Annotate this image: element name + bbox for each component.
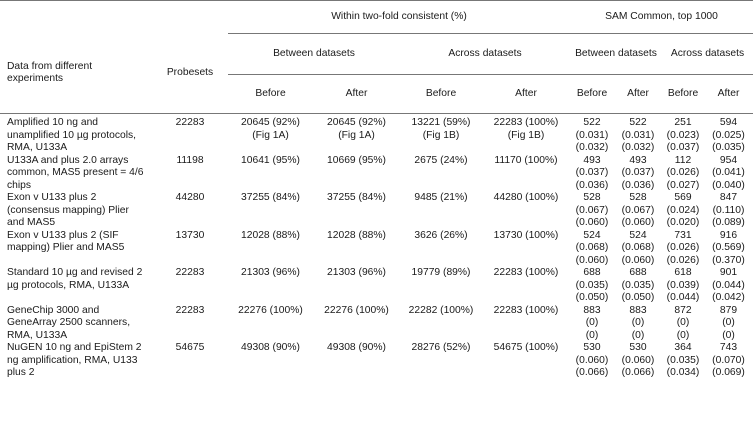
sam-across-after: 879 (0) (0) [719, 304, 738, 341]
sub-across2-header: Across datasets [662, 33, 753, 75]
within-across-after: 22283 (100%) (Fig 1B) [493, 117, 559, 141]
within-across-after: 54675 (100%) [493, 342, 559, 353]
sam-across-before: 872 (0) (0) [674, 304, 692, 341]
sam-across-after: 847 (0.110) (0.089) [712, 192, 745, 228]
sam-between-before: 528 (0.067) (0.060) [575, 192, 609, 228]
sam-between-before: 688 (0.035) (0.050) [575, 267, 609, 303]
sam-across-after: 916 (0.569) (0.370) [712, 229, 745, 266]
within-across-before: 3626 (26%) [414, 229, 468, 241]
within-across-after: 22283 (100%) [493, 304, 559, 316]
within-between-after: 37255 (84%) [327, 192, 386, 203]
within-between-before: 49308 (90%) [241, 342, 300, 353]
row-label: Exon v U133 plus 2 (consensus mapping) P… [7, 192, 129, 228]
within-across-after: 44280 (100%) [493, 192, 559, 203]
before-header: Before [400, 74, 482, 114]
table-row: Amplified 10 ng and unamplified 10 µg pr… [0, 114, 753, 155]
probesets-cell: 44280 [175, 192, 205, 203]
table-row: Exon v U133 plus 2 (SIF mapping) Plier a… [0, 230, 753, 268]
within-across-before: 9485 (21%) [414, 192, 468, 203]
probesets-cell: 11198 [176, 154, 204, 166]
after-header: After [482, 74, 570, 114]
sam-between-after: 524 (0.068) (0.060) [621, 229, 655, 266]
within-across-before: 22282 (100%) [408, 304, 474, 316]
sam-across-before: 569 (0.024) (0.020) [666, 192, 700, 228]
sam-between-before: 530 (0.060) (0.066) [575, 342, 609, 378]
within-across-before: 2675 (24%) [414, 154, 468, 166]
probesets-cell: 54675 [175, 342, 205, 353]
within-between-after: 20645 (92%) (Fig 1A) [327, 117, 386, 141]
sam-across-after: 901 (0.044) (0.042) [712, 267, 745, 303]
after-header: After [614, 74, 662, 114]
table-row: Standard 10 µg and revised 2 µg protocol… [0, 267, 753, 305]
sam-between-after: 688 (0.035) (0.050) [621, 267, 655, 303]
within-between-after: 21303 (96%) [327, 267, 386, 278]
sam-across-after: 594 (0.025) (0.035) [712, 117, 745, 153]
table-row: NuGEN 10 ng and EpiStem 2 ng amplificati… [0, 342, 753, 380]
probesets-cell: 13730 [175, 229, 205, 241]
sam-across-before: 618 (0.039) (0.044) [666, 267, 700, 303]
within-between-before: 12028 (88%) [241, 229, 300, 241]
row-label: Standard 10 µg and revised 2 µg protocol… [7, 267, 143, 291]
row-label: GeneChip 3000 and GeneArray 2500 scanner… [7, 304, 131, 341]
sam-between-after: 528 (0.067) (0.060) [621, 192, 655, 228]
row-label: NuGEN 10 ng and EpiStem 2 ng amplificati… [7, 342, 142, 378]
sam-between-before: 524 (0.068) (0.060) [575, 229, 609, 266]
within-across-before: 28276 (52%) [411, 342, 471, 353]
group-within-header: Within two-fold consistent (%) [228, 1, 570, 34]
within-between-before: 37255 (84%) [241, 192, 300, 203]
after-header: After [313, 74, 400, 114]
within-across-after: 13730 (100%) [493, 229, 559, 241]
probesets-cell: 22283 [175, 267, 205, 278]
row-label: Exon v U133 plus 2 (SIF mapping) Plier a… [7, 229, 125, 254]
within-between-after: 10669 (95%) [327, 154, 386, 166]
before-header: Before [228, 74, 313, 114]
probesets-cell: 22283 [175, 117, 205, 128]
before-header: Before [662, 74, 704, 114]
sub-across-header: Across datasets [400, 33, 570, 75]
row-label: Amplified 10 ng and unamplified 10 µg pr… [7, 117, 136, 153]
sam-across-before: 112 (0.026) (0.027) [666, 154, 700, 191]
sub-between-header: Between datasets [228, 33, 400, 75]
sam-across-after: 743 (0.070) (0.069) [712, 342, 745, 378]
within-across-before: 19779 (89%) [411, 267, 471, 278]
sam-across-after: 954 (0.041) (0.040) [712, 154, 745, 191]
within-between-before: 20645 (92%) (Fig 1A) [241, 117, 300, 141]
row-label: U133A and plus 2.0 arrays common, MAS5 p… [7, 154, 144, 191]
col-probesets-header: Probesets [152, 33, 228, 114]
sub-between2-header: Between datasets [570, 33, 662, 75]
sam-across-before: 364 (0.035) (0.034) [666, 342, 700, 378]
within-between-before: 10641 (95%) [241, 154, 300, 166]
table-body: Amplified 10 ng and unamplified 10 µg pr… [0, 114, 753, 380]
corner-empty [0, 1, 152, 34]
table-row: GeneChip 3000 and GeneArray 2500 scanner… [0, 305, 753, 343]
sam-across-before: 251 (0.023) (0.037) [666, 117, 700, 153]
within-between-before: 22276 (100%) [238, 304, 303, 316]
sam-between-after: 530 (0.060) (0.066) [621, 342, 655, 378]
within-across-before: 13221 (59%) (Fig 1B) [411, 117, 471, 141]
within-between-after: 49308 (90%) [327, 342, 386, 353]
group-sam-header: SAM Common, top 1000 [570, 1, 753, 34]
sam-between-after: 883 (0) (0) [629, 304, 647, 341]
results-table: Within two-fold consistent (%) SAM Commo… [0, 0, 753, 380]
sam-across-before: 731 (0.026) (0.026) [666, 229, 700, 266]
within-between-after: 12028 (88%) [327, 229, 386, 241]
sam-between-before: 493 (0.037) (0.036) [575, 154, 609, 191]
table-row: Exon v U133 plus 2 (consensus mapping) P… [0, 192, 753, 230]
within-across-after: 22283 (100%) [493, 267, 559, 278]
within-between-before: 21303 (96%) [241, 267, 300, 278]
sam-between-before: 883 (0) (0) [583, 304, 601, 341]
after-header: After [704, 74, 753, 114]
before-header: Before [570, 74, 614, 114]
sam-between-after: 522 (0.031) (0.032) [621, 117, 655, 153]
probesets-cell: 22283 [175, 304, 205, 316]
within-between-after: 22276 (100%) [324, 304, 389, 316]
sam-between-after: 493 (0.037) (0.036) [621, 154, 655, 191]
within-across-after: 11170 (100%) [494, 154, 558, 166]
col-data-header: Data from different experiments [0, 33, 152, 114]
sam-between-before: 522 (0.031) (0.032) [575, 117, 609, 153]
table-row: U133A and plus 2.0 arrays common, MAS5 p… [0, 155, 753, 193]
